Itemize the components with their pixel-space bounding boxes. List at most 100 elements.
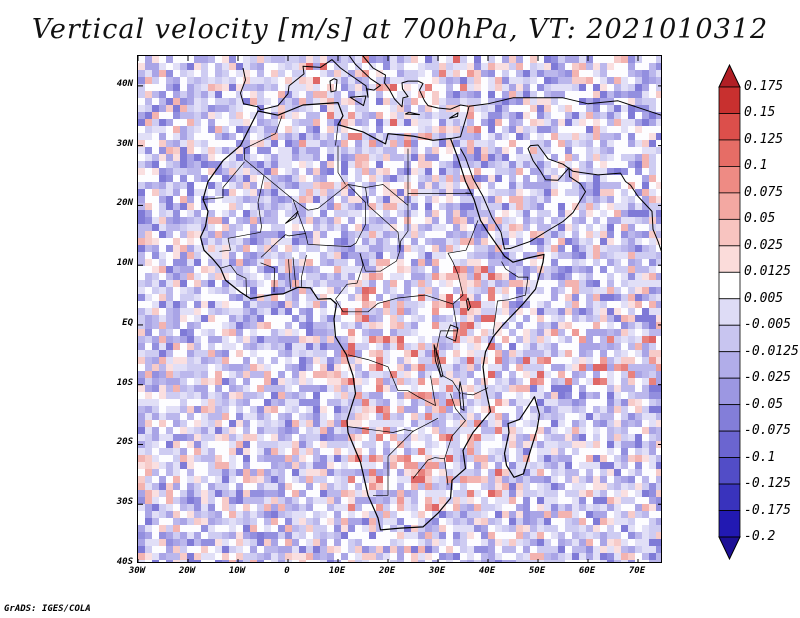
colorbar-label: 0.075 — [744, 184, 784, 200]
colorbar-segment — [718, 404, 741, 432]
colorbar-label: -0.0125 — [744, 343, 799, 359]
longitude-label: 0 — [284, 566, 290, 576]
longitude-label: 70E — [628, 566, 646, 576]
island-coastline — [329, 78, 338, 93]
country-border — [492, 261, 529, 335]
madagascar-coastline — [503, 396, 541, 478]
country-border — [292, 257, 297, 288]
lake-outline — [285, 210, 299, 224]
colorbar-segment — [718, 218, 741, 247]
country-border — [260, 199, 306, 258]
longitude-label: 40E — [478, 566, 496, 576]
colorbar-segment — [718, 377, 741, 406]
colorbar-label: 0.0125 — [744, 264, 791, 280]
longitude-label: 10W — [228, 566, 246, 576]
africa-coastline — [199, 102, 545, 531]
colorbar-segment — [718, 86, 741, 114]
country-border — [244, 115, 283, 160]
longitude-label: 30E — [428, 566, 446, 576]
country-border — [337, 145, 346, 185]
colorbar-segment — [718, 457, 741, 485]
footer-credit: GrADS: IGES/COLA — [4, 604, 91, 614]
country-border — [260, 262, 275, 293]
country-border — [335, 253, 364, 300]
longitude-label: 20W — [178, 566, 196, 576]
colorbar-label: 0.125 — [744, 131, 784, 147]
country-border — [444, 393, 466, 459]
country-border — [335, 297, 399, 313]
colorbar-label: -0.175 — [744, 502, 791, 518]
country-border — [202, 161, 245, 200]
lake-outline — [433, 344, 444, 378]
latitude-label: 30S — [116, 497, 133, 508]
colorbar-label: 0.1 — [744, 158, 768, 174]
colorbar-label: -0.05 — [744, 396, 784, 412]
colorbar-segment — [718, 139, 741, 167]
country-border — [219, 238, 231, 252]
colorbar-label: 0.15 — [744, 105, 776, 121]
colorbar-segment — [718, 351, 741, 379]
country-border — [359, 187, 401, 272]
colorbar-segment — [718, 166, 741, 194]
colorbar-segment — [718, 483, 741, 511]
chart-title: Vertical velocity [m/s] at 700hPa, VT: 2… — [31, 14, 769, 45]
colorbar-label: -0.2 — [744, 529, 776, 544]
longitude-label: 60E — [578, 566, 596, 576]
lake-outline — [445, 324, 459, 342]
latitude-label: 10N — [116, 258, 133, 269]
latitude-label: 20N — [116, 198, 133, 209]
country-border — [387, 417, 439, 457]
country-border — [470, 220, 479, 240]
country-border — [288, 259, 291, 290]
velocity-field-cells — [138, 56, 661, 562]
island-coastline — [449, 112, 459, 119]
latitude-label: 40S — [116, 557, 133, 567]
velocity-field-map — [138, 56, 661, 562]
country-border — [305, 184, 366, 247]
longitude-label: 20E — [378, 566, 396, 576]
colorbar-label: 0.05 — [744, 211, 776, 227]
colorbar-label: -0.075 — [744, 423, 791, 439]
latitude-label: EQ — [122, 317, 133, 328]
europe-coastline — [240, 56, 469, 111]
longitude-label: 10E — [328, 566, 346, 576]
country-border — [462, 387, 489, 396]
longitude-label: 30W — [128, 566, 146, 576]
country-border — [399, 205, 409, 251]
arabia-coastline — [460, 144, 661, 252]
colorbar-segment — [718, 271, 741, 300]
colorbar-segment — [718, 510, 741, 538]
levant-coastline — [450, 97, 661, 139]
colorbar-label: -0.1 — [744, 449, 776, 465]
country-border — [346, 426, 415, 433]
colorbar-segment — [718, 113, 741, 141]
island-coastline — [405, 111, 420, 116]
colorbar-label: 0.005 — [744, 290, 784, 306]
country-border — [435, 351, 461, 394]
country-border — [227, 175, 265, 239]
longitude-label: 50E — [528, 566, 546, 576]
map-panel — [137, 55, 662, 563]
country-border — [397, 239, 471, 305]
colorbar-max-arrow — [718, 63, 741, 88]
colorbar-segment — [718, 430, 741, 458]
latitude-label: 10S — [116, 377, 133, 388]
country-border — [301, 254, 307, 287]
colorbar-min-arrow — [718, 536, 741, 561]
country-border — [347, 354, 436, 406]
colorbar-segment — [718, 245, 741, 273]
country-border — [412, 457, 449, 486]
country-border — [335, 124, 339, 146]
country-border — [465, 192, 473, 194]
colorbar-segment — [718, 324, 741, 353]
country-border — [220, 264, 247, 297]
island-coastline — [349, 95, 367, 107]
colorbar-segment — [718, 192, 741, 220]
lake-outline — [466, 297, 471, 312]
latitude-label: 30N — [116, 138, 133, 149]
colorbar-label: -0.125 — [744, 476, 791, 492]
colorbar-label: -0.025 — [744, 370, 791, 386]
lake-outline — [458, 381, 465, 411]
colorbar-label: 0.175 — [744, 79, 784, 94]
